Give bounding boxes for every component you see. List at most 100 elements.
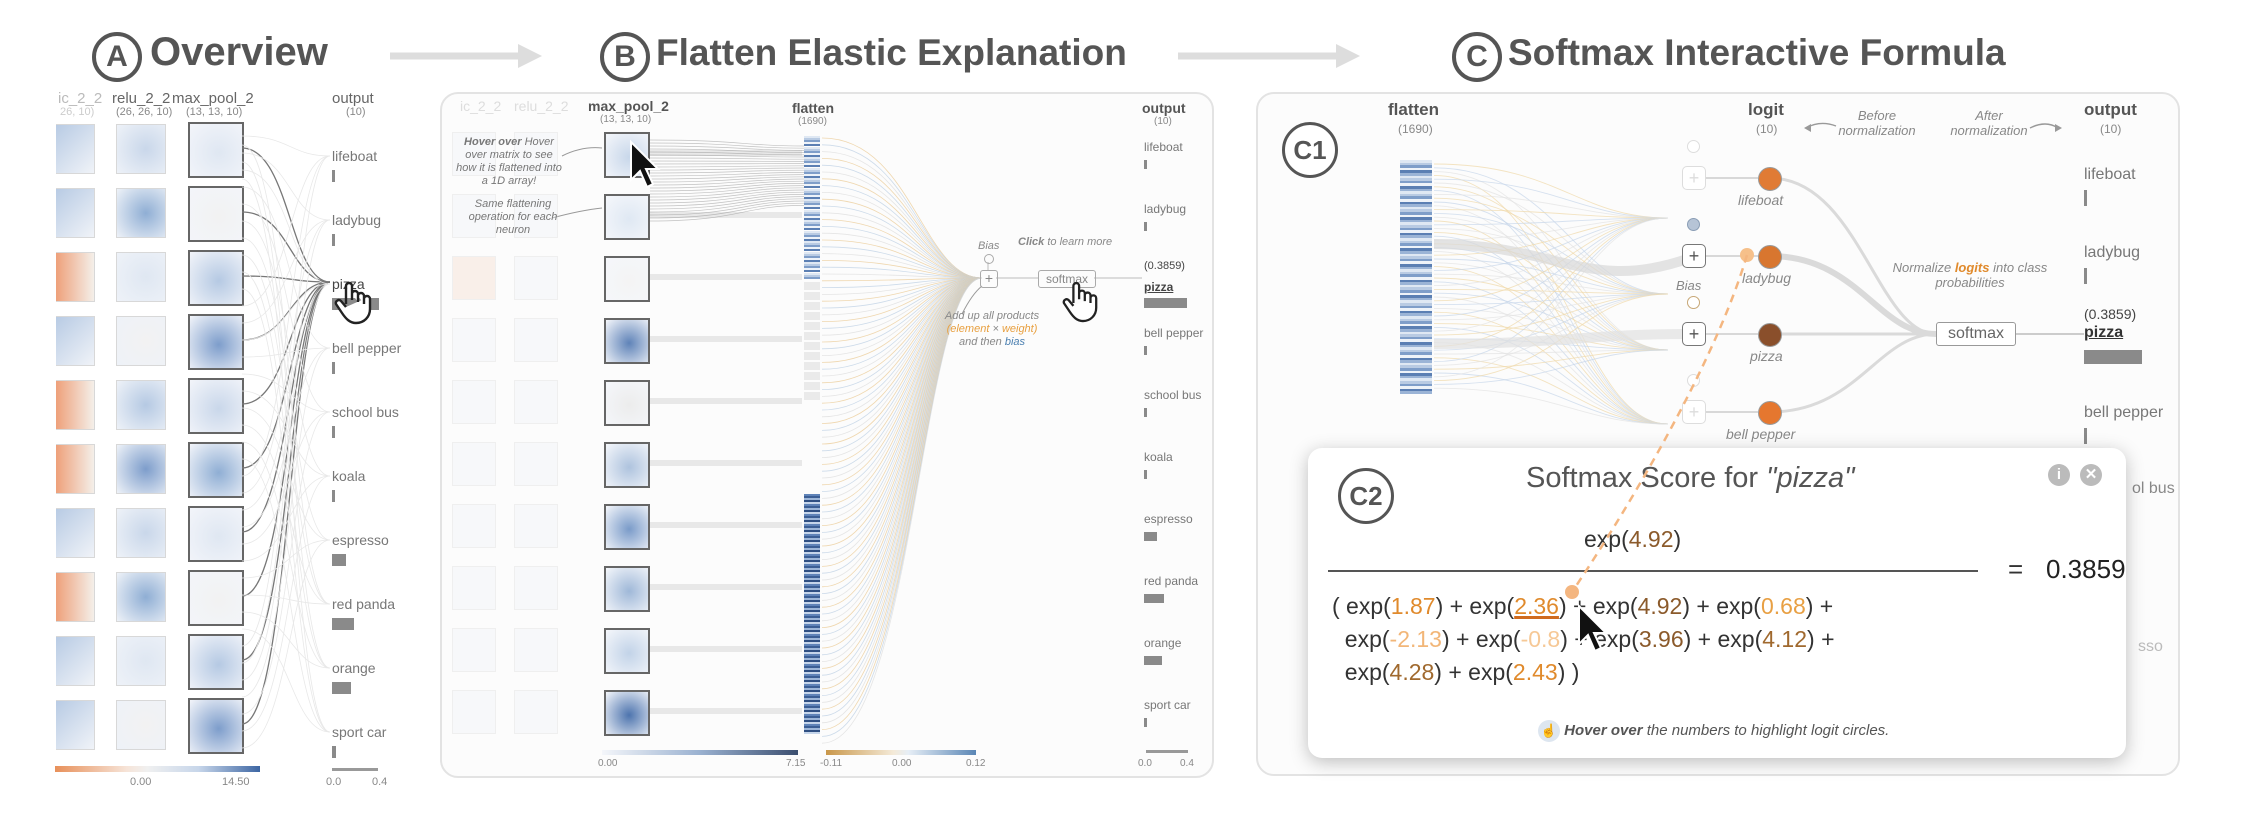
- add-note-line2a: (element: [946, 323, 990, 335]
- output-class-label[interactable]: koala: [332, 468, 366, 484]
- logit-circle[interactable]: [1758, 167, 1782, 191]
- maxpool-neuron[interactable]: [188, 570, 244, 626]
- note-hover-text: Hover over matrix to see how it is flatt…: [456, 136, 562, 187]
- output-class-label[interactable]: orange: [332, 660, 376, 676]
- relu-neuron[interactable]: [116, 188, 166, 238]
- maxpool-neuron[interactable]: [188, 698, 244, 754]
- denominator-value[interactable]: 0.68: [1760, 593, 1806, 619]
- c-flatten-cell: [1400, 219, 1432, 223]
- maxpool-neuron[interactable]: [188, 506, 244, 562]
- output-class-label[interactable]: bell pepper: [332, 340, 402, 356]
- flatten-output-label[interactable]: ladybug: [1144, 202, 1187, 216]
- maxpool-neuron[interactable]: [188, 122, 244, 178]
- maxpool-matrix[interactable]: [604, 194, 650, 240]
- c-flatten-cell: [1400, 232, 1432, 236]
- output-class-label[interactable]: school bus: [332, 404, 399, 420]
- flatten-cell: [804, 169, 820, 172]
- maxpool-matrix[interactable]: [604, 380, 650, 426]
- c-output-label[interactable]: bell pepper: [2084, 404, 2164, 421]
- faint-edge: [241, 155, 331, 477]
- c-softmax-box[interactable]: softmax: [1936, 322, 2016, 346]
- c-flatten-cell: [1400, 266, 1432, 270]
- flatten-cell: [804, 682, 820, 684]
- logit-plus-node[interactable]: +: [1682, 166, 1706, 190]
- flatten-output-label[interactable]: lifeboat: [1144, 140, 1183, 154]
- maxpool-neuron[interactable]: [188, 378, 244, 434]
- c1-badge: C1: [1282, 122, 1338, 178]
- c-weight-edge: [1433, 201, 1669, 351]
- plus-node[interactable]: +: [980, 270, 998, 288]
- relu-neuron[interactable]: [116, 380, 166, 430]
- maxpool-matrix[interactable]: [604, 690, 650, 736]
- denominator-value[interactable]: 2.43: [1512, 659, 1558, 685]
- maxpool-matrix[interactable]: [604, 628, 650, 674]
- flatten-cell: [804, 582, 820, 584]
- flatten-cell: [804, 138, 820, 141]
- denominator-value[interactable]: 1.87: [1390, 593, 1436, 619]
- logit-plus-node[interactable]: +: [1682, 322, 1706, 346]
- relu-neuron[interactable]: [116, 636, 166, 686]
- denominator-value[interactable]: 4.12: [1762, 626, 1808, 652]
- logit-plus-node[interactable]: +: [1682, 400, 1706, 424]
- flatten-cell: [804, 159, 820, 162]
- maxpool-neuron[interactable]: [188, 314, 244, 370]
- flatten-output-label[interactable]: espresso: [1144, 512, 1193, 526]
- flatten-output-label[interactable]: school bus: [1144, 388, 1202, 402]
- logit-circle[interactable]: [1758, 401, 1782, 425]
- relu-neuron[interactable]: [116, 124, 166, 174]
- denominator-value[interactable]: -2.13: [1389, 626, 1442, 652]
- c-output-label[interactable]: lifeboat: [2084, 166, 2136, 183]
- faint-edge: [241, 283, 331, 341]
- c-flatten-cell: [1400, 368, 1432, 371]
- relu-neuron[interactable]: [116, 444, 166, 494]
- normalize-a: Normalize: [1892, 260, 1952, 275]
- flatten-output-label[interactable]: pizza: [1144, 280, 1174, 294]
- flatten-output-label[interactable]: red panda: [1144, 574, 1199, 588]
- denominator-value[interactable]: -0.8: [1520, 626, 1561, 652]
- output-class-label[interactable]: espresso: [332, 532, 389, 548]
- logit-plus-node[interactable]: +: [1682, 244, 1706, 268]
- c-flatten-cell: [1400, 352, 1432, 355]
- section-c-title: Softmax Interactive Formula: [1508, 32, 2006, 73]
- denominator-value[interactable]: 4.92: [1637, 593, 1683, 619]
- b-prob-axis-max: 0.4: [1180, 758, 1194, 769]
- flatten-cell: [804, 602, 820, 604]
- output-class-label[interactable]: red panda: [332, 596, 396, 612]
- output-class-label[interactable]: lifeboat: [332, 148, 378, 164]
- maxpool-neuron[interactable]: [188, 186, 244, 242]
- numerator-value[interactable]: 4.92: [1628, 526, 1674, 552]
- c-flatten-cell: [1400, 258, 1432, 262]
- info-icon[interactable]: i: [2048, 464, 2070, 486]
- denominator-value[interactable]: 3.96: [1638, 626, 1684, 652]
- denominator-value[interactable]: 2.36: [1514, 593, 1559, 619]
- relu-neuron[interactable]: [116, 508, 166, 558]
- flatten-output-label[interactable]: sport car: [1144, 698, 1191, 712]
- detail-edge: [649, 165, 805, 168]
- detail-edge: [649, 185, 805, 195]
- c-flatten-cell: [1400, 240, 1432, 244]
- maxpool-matrix[interactable]: [604, 504, 650, 550]
- relu-neuron[interactable]: [116, 700, 166, 750]
- maxpool-neuron[interactable]: [188, 250, 244, 306]
- relu-neuron[interactable]: [116, 252, 166, 302]
- flatten-output-label[interactable]: bell pepper: [1144, 326, 1204, 340]
- close-icon[interactable]: ✕: [2080, 464, 2102, 486]
- c-output-label[interactable]: ladybug: [2084, 244, 2141, 261]
- flatten-output-label[interactable]: orange: [1144, 636, 1182, 650]
- relu-neuron[interactable]: [116, 572, 166, 622]
- maxpool-matrix[interactable]: [604, 566, 650, 612]
- maxpool-matrix[interactable]: [604, 442, 650, 488]
- maxpool-matrix[interactable]: [604, 318, 650, 364]
- relu-neuron[interactable]: [116, 316, 166, 366]
- flatten-output-label[interactable]: koala: [1144, 450, 1173, 464]
- maxpool-neuron[interactable]: [188, 442, 244, 498]
- flatten-cell: [804, 215, 820, 218]
- output-class-label[interactable]: ladybug: [332, 212, 382, 228]
- logit-circle[interactable]: [1758, 245, 1782, 269]
- maxpool-matrix[interactable]: [604, 256, 650, 302]
- denominator-value[interactable]: 4.28: [1389, 659, 1435, 685]
- maxpool-neuron[interactable]: [188, 634, 244, 690]
- c-output-label[interactable]: pizza: [2084, 324, 2124, 341]
- logit-circle[interactable]: [1758, 323, 1782, 347]
- output-class-label[interactable]: sport car: [332, 724, 387, 740]
